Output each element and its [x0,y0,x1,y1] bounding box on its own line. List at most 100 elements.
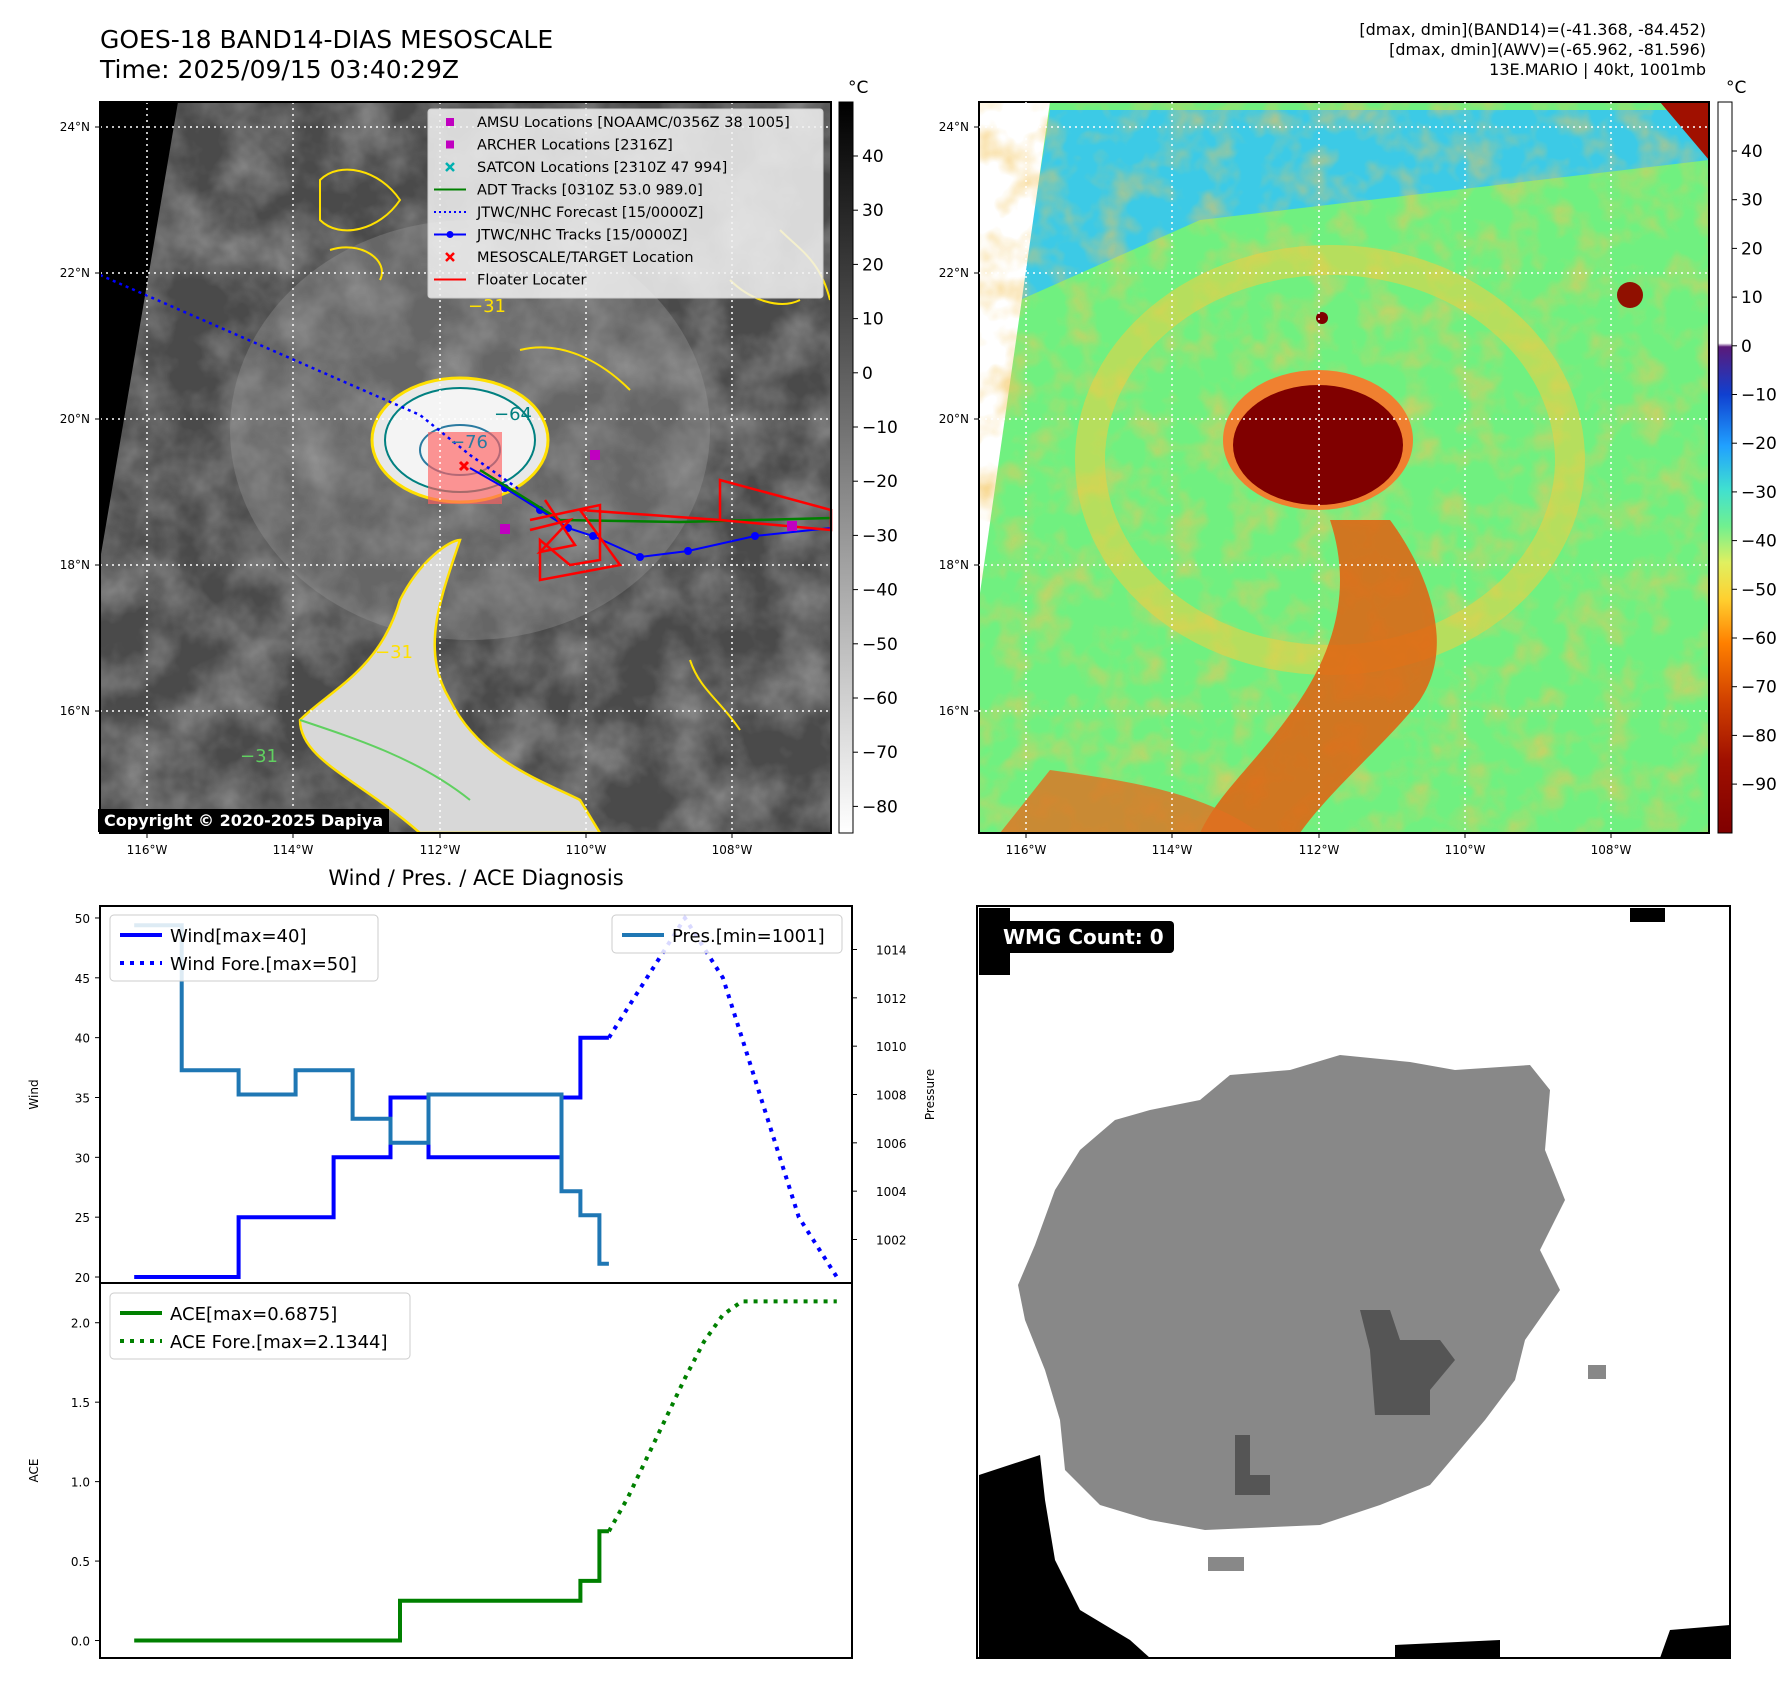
adt-track [479,468,832,524]
lon-tick-label: 112°W [420,843,461,857]
legend-marker-dot [446,231,454,238]
lat-tick-label: 20°N [939,412,969,426]
contour-label: −31 [375,642,413,663]
lat-tick-label: 24°N [60,120,90,134]
amsu-marker [500,524,510,534]
legend-label: JTWC/NHC Forecast [15/0000Z] [476,205,703,221]
lon-tick-label: 114°W [273,843,314,857]
dias-map [979,102,1709,833]
y-axis-label: ACE [27,1459,41,1483]
cbar-ir-tick-label: 20 [862,255,884,275]
legend-marker-square [446,118,454,126]
lon-tick-label: 112°W [1299,843,1340,857]
cbar-ir-tick-label: −40 [862,581,898,601]
best-track-point [636,553,644,561]
lat-tick-label: 18°N [939,558,969,572]
cbar-ir-tick-label: 10 [862,310,884,330]
cbar-dias-tick-label: −20 [1741,434,1777,454]
legend-marker-square [446,140,454,149]
amsu-marker [787,521,797,531]
lat-tick-label: 18°N [60,558,90,572]
chart-legend-label: ACE Fore.[max=2.1344] [170,1332,388,1353]
y2-tick-label: 1002 [876,1234,907,1248]
contour-label: −64 [494,404,532,425]
map-legend: AMSU Locations [NOAAMC/0356Z 38 1005] ARC… [427,108,824,299]
wmg-count-badge: WMG Count: 0 [993,921,1174,953]
cbar-dias-tick-label: −50 [1741,580,1777,600]
lon-tick-label: 110°W [1445,843,1486,857]
chart-legend-label: Wind Fore.[max=50] [170,954,357,975]
legend-marker-x [445,252,455,262]
lat-tick-label: 22°N [60,266,90,280]
lon-tick-label: 108°W [712,843,753,857]
lon-tick-label: 108°W [1591,843,1632,857]
cbar-ir-tick-label: 40 [862,147,884,167]
y2-tick-label: 1012 [876,992,907,1006]
map-axis-ticks: 24°N 22°N 20°N 18°N 16°N 116°W 114°W 112°W 110°W… [60,120,1632,857]
best-track-point [589,532,597,540]
cbar-ir-tick-label: −50 [862,635,898,655]
y-axis-label: Wind [27,1079,41,1109]
best-track-point [684,547,692,555]
cbar-ir-tick-label: −80 [862,797,898,817]
y2-tick-label: 1004 [876,1185,907,1199]
legend-marker-x [445,162,455,172]
cbar-dias-tick-label: −60 [1741,629,1777,649]
colorbar-ir-unit: °C [848,78,869,98]
legend-label: ADT Tracks [0310Z 53.0 989.0] [477,183,703,199]
cbar-dias-tick-label: −70 [1741,678,1777,698]
y-tick-label: 50 [75,912,90,926]
y2-tick-label: 1010 [876,1040,907,1054]
y-tick-label: 30 [75,1151,90,1165]
legend-label: JTWC/NHC Tracks [15/0000Z] [476,228,688,244]
y-tick-label: 2.0 [71,1317,90,1331]
colorbar-ticks: 40 30 20 10 0 −10 −20 −30 −40 −50 −60 −70 −80 40 30 20 1… [853,142,1777,817]
y2-tick-label: 1006 [876,1137,907,1151]
cbar-ir-tick-label: −30 [862,526,898,546]
legend-label: ARCHER Locations [2316Z] [477,138,673,154]
copyright-label: Copyright © 2020-2025 Dapiya [98,809,390,832]
lon-tick-label: 116°W [1006,843,1047,857]
archer-marker [590,450,600,460]
chart-legend-box [109,1292,411,1360]
cbar-ir-tick-label: 30 [862,201,884,221]
chart-legend-box [611,914,843,954]
lon-tick-label: 116°W [127,843,168,857]
info-awv: [dmax, dmin](AWV)=(-65.962, -81.596) [1389,40,1706,59]
cbar-ir-tick-label: −10 [862,418,898,438]
ace-chart: 0.0 0.5 1.0 1.5 2.0 ACE ACE[max=0.6875] ACE For… [27,1292,837,1649]
cbar-ir-tick-label: 0 [862,364,873,384]
colorbar-dias [1717,101,1733,834]
y2-tick-label: 1014 [876,944,907,958]
y-tick-label: 1.0 [71,1476,90,1490]
chart-subtitle: Wind / Pres. / ACE Diagnosis [328,866,624,890]
info-band14: [dmax, dmin](BAND14)=(-41.368, -84.452) [1359,20,1706,39]
y2-axis-label: Pressure [923,1069,937,1120]
wmg-panel [976,905,1731,1659]
best-track-point [751,532,759,540]
chart-legend-label: ACE[max=0.6875] [170,1304,337,1325]
cbar-dias-tick-label: −10 [1741,386,1777,406]
chart-legend-box [109,914,379,982]
contour-label: −31 [468,296,506,317]
legend-label: Floater Locater [477,273,586,289]
colorbar-ir [838,101,854,834]
lat-tick-label: 24°N [939,120,969,134]
y-tick-label: 45 [75,972,90,986]
series-line [134,923,609,1266]
contour-label: −76 [450,432,488,453]
y-tick-label: 20 [75,1271,90,1285]
cbar-dias-tick-label: 30 [1741,191,1763,211]
lat-tick-label: 16°N [939,704,969,718]
diagnostic-info: [dmax, dmin](BAND14)=(-41.368, -84.452) … [1359,20,1706,80]
legend-label: MESOSCALE/TARGET Location [477,250,694,266]
cbar-dias-tick-label: 20 [1741,239,1763,259]
cbar-ir-tick-label: −20 [862,472,898,492]
series-line [134,1035,609,1279]
lat-tick-label: 16°N [60,704,90,718]
y-tick-label: 1.5 [71,1396,90,1410]
target-marker [458,460,470,472]
y-tick-label: 0.0 [71,1635,90,1649]
chart-title-line2: Time: 2025/09/15 03:40:29Z [100,55,459,84]
